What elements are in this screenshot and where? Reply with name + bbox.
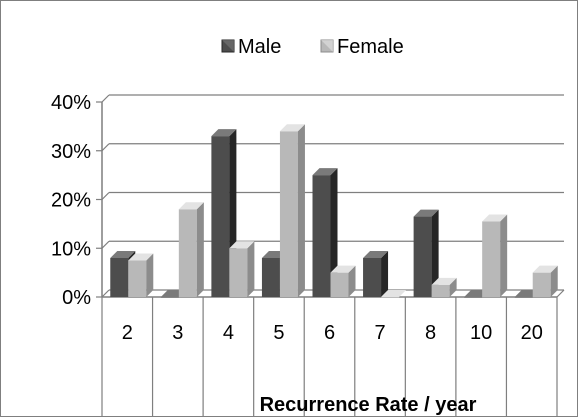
bar-front — [211, 136, 230, 297]
bar-female — [431, 277, 457, 297]
y-tick-label: 0% — [62, 287, 91, 309]
bar-top — [211, 129, 237, 137]
bar-front — [514, 297, 533, 298]
bar-side — [431, 209, 439, 297]
bar-side — [196, 202, 204, 297]
bar-female — [381, 290, 407, 298]
bar-female — [229, 241, 255, 297]
bar-side — [449, 277, 457, 297]
legend-item: Female — [320, 36, 404, 58]
bar-female — [279, 124, 305, 297]
bar-front — [312, 175, 331, 297]
x-tick-label: 8 — [425, 322, 436, 344]
x-axis-title: Recurrence Rate / year — [260, 394, 477, 416]
bar-female — [532, 265, 558, 297]
floor-edge — [556, 289, 565, 298]
bar-male — [312, 168, 338, 297]
gridline-slant — [101, 94, 110, 103]
bar-side — [297, 124, 305, 297]
bar-front — [229, 248, 248, 297]
x-tick-label: 4 — [223, 322, 234, 344]
bar-front — [431, 284, 450, 297]
legend-swatch-shade — [222, 40, 234, 52]
gridline-slant — [101, 192, 110, 200]
gridline-slant — [101, 240, 110, 249]
bar-side — [146, 253, 154, 297]
x-tick-labels: 2 3 4 5 6 7 8 10 20 — [122, 322, 543, 344]
bar-top — [229, 241, 255, 249]
bar-top — [413, 209, 439, 217]
x-tick-label: 2 — [122, 322, 133, 344]
bar-top — [363, 251, 389, 258]
bar-female — [330, 265, 356, 297]
bar-top — [431, 277, 457, 285]
x-tick-label: 7 — [374, 322, 385, 344]
bar-top — [330, 265, 356, 273]
bar-front — [261, 258, 280, 297]
bar-front — [160, 297, 179, 298]
bar-top — [110, 251, 136, 258]
bar-front — [279, 131, 298, 297]
x-tick-label: 20 — [521, 322, 543, 344]
bar-front — [413, 216, 432, 297]
bar-side — [330, 168, 338, 297]
x-tick-label: 6 — [324, 322, 335, 344]
legend-item: Male — [221, 36, 281, 58]
bar-front — [464, 297, 483, 298]
gridline-slant — [101, 289, 110, 298]
bar-top — [312, 168, 338, 176]
bar-male — [413, 209, 439, 297]
bar-female — [482, 214, 508, 297]
gridline-slant — [101, 143, 110, 152]
x-tick-label: 10 — [470, 322, 492, 344]
bar-female — [128, 253, 154, 297]
legend-label: Female — [337, 36, 404, 58]
bar-front — [178, 209, 197, 297]
bars — [110, 124, 558, 298]
bar-top — [532, 265, 558, 273]
legend-label: Male — [238, 36, 281, 58]
bar-side — [348, 265, 356, 297]
y-tick-labels: 0% 10% 20% 30% 40% — [51, 92, 91, 309]
x-tick-label: 5 — [273, 322, 284, 344]
y-tick-label: 30% — [51, 141, 91, 163]
bar-front — [110, 258, 129, 297]
bar-top — [482, 214, 508, 222]
bar-side — [550, 265, 558, 297]
bar-front — [128, 260, 147, 297]
x-tick-label: 3 — [172, 322, 183, 344]
bar-male — [363, 251, 389, 297]
bar-side — [247, 241, 255, 297]
legend: Male Female — [221, 36, 404, 58]
y-tick-label: 20% — [51, 190, 91, 212]
bar-front — [363, 258, 382, 297]
y-tick-label: 10% — [51, 238, 91, 260]
bar-side — [500, 214, 508, 297]
bar-front — [381, 297, 400, 298]
bar-front — [330, 272, 349, 297]
y-tick-label: 40% — [51, 92, 91, 114]
bar-top — [178, 202, 204, 210]
bar-front — [482, 221, 501, 297]
bar-top — [128, 253, 154, 261]
bar-top — [279, 124, 305, 132]
bar-female — [178, 202, 204, 297]
legend-swatch-shade — [321, 40, 333, 52]
bar-front — [532, 272, 551, 297]
bar-side — [381, 251, 389, 297]
bar-top — [381, 290, 407, 297]
